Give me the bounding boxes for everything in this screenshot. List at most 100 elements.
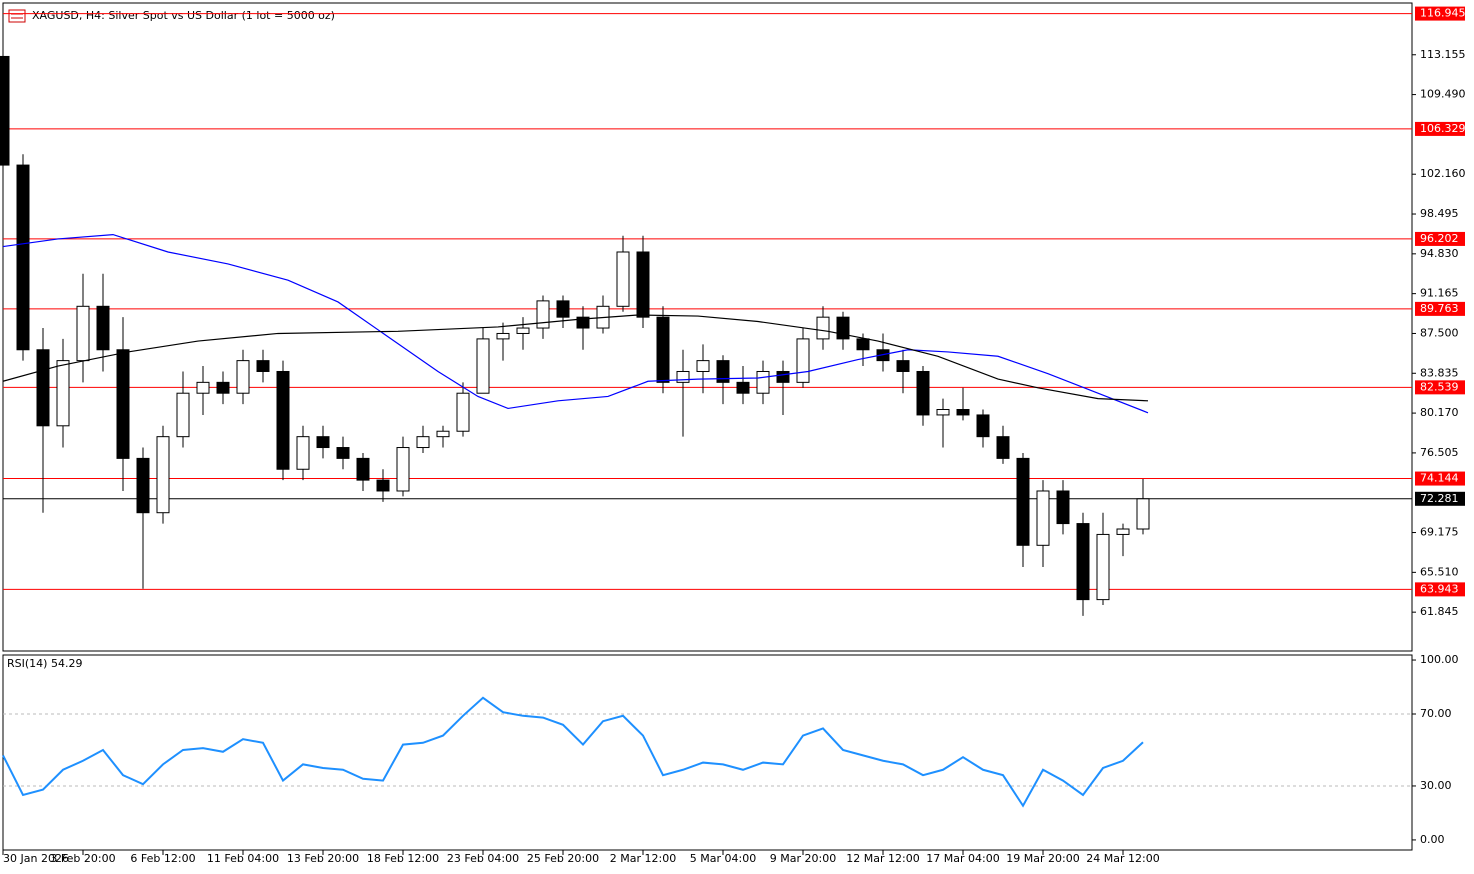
candle-body bbox=[736, 381, 750, 394]
x-tick-label: 3 Feb 20:00 bbox=[50, 852, 115, 865]
y-tick-label: 69.175 bbox=[1420, 526, 1459, 539]
symbol-icon bbox=[8, 9, 26, 23]
candle-body bbox=[916, 370, 930, 416]
last-price-label: 72.281 bbox=[1420, 492, 1459, 505]
candle-body bbox=[76, 305, 90, 362]
candle-body bbox=[776, 370, 790, 383]
candle-body bbox=[256, 360, 270, 372]
level-label: 116.945 bbox=[1420, 7, 1466, 20]
x-tick-label: 2 Mar 12:00 bbox=[610, 852, 676, 865]
y-tick-label: 113.155 bbox=[1420, 48, 1466, 61]
candle-body bbox=[956, 409, 970, 416]
level-label-bg bbox=[1415, 471, 1465, 486]
candle-body bbox=[56, 360, 70, 427]
y-tick-label: 98.495 bbox=[1420, 207, 1459, 220]
x-tick-label: 6 Feb 12:00 bbox=[130, 852, 195, 865]
level-label-bg bbox=[1415, 231, 1465, 246]
candle-body bbox=[716, 360, 730, 383]
candle-body bbox=[1016, 457, 1030, 546]
candle-body bbox=[796, 338, 810, 383]
candle-body bbox=[196, 381, 210, 394]
candle-body bbox=[556, 300, 570, 318]
level-label-bg bbox=[1415, 582, 1465, 597]
y-tick-label: 100.00 bbox=[1420, 653, 1459, 666]
x-tick-label: 12 Mar 12:00 bbox=[846, 852, 919, 865]
candle-body bbox=[376, 479, 390, 492]
x-tick-label: 24 Mar 12:00 bbox=[1086, 852, 1159, 865]
candle-body bbox=[476, 338, 490, 394]
level-label-bg bbox=[1415, 121, 1465, 136]
y-tick-label: 76.505 bbox=[1420, 446, 1459, 459]
level-label: 106.329 bbox=[1420, 122, 1466, 135]
level-label: 63.943 bbox=[1420, 582, 1459, 595]
y-tick-label: 91.165 bbox=[1420, 287, 1459, 300]
candle-body bbox=[0, 55, 10, 166]
chart-title: XAGUSD, H4: Silver Spot vs US Dollar (1 … bbox=[32, 9, 335, 22]
candle-body bbox=[356, 457, 370, 481]
moving-average bbox=[2, 233, 1149, 414]
moving-average bbox=[2, 314, 1149, 402]
candle-body bbox=[336, 447, 350, 459]
candle-body bbox=[1076, 523, 1090, 601]
candle-body bbox=[1136, 498, 1150, 530]
candle-body bbox=[976, 414, 990, 438]
y-tick-label: 0.00 bbox=[1420, 833, 1445, 846]
candle-body bbox=[756, 370, 770, 394]
candle-body bbox=[116, 349, 130, 459]
level-label: 74.144 bbox=[1420, 472, 1459, 485]
candle-body bbox=[696, 360, 710, 372]
x-tick-label: 9 Mar 20:00 bbox=[770, 852, 836, 865]
x-tick-label: 5 Mar 04:00 bbox=[690, 852, 756, 865]
candle-body bbox=[36, 349, 50, 427]
candle-body bbox=[1036, 490, 1050, 546]
candle-body bbox=[896, 360, 910, 372]
level-label-bg bbox=[1415, 301, 1465, 316]
candle-body bbox=[296, 436, 310, 470]
price-panel bbox=[2, 2, 1413, 652]
x-tick-label: 23 Feb 04:00 bbox=[447, 852, 519, 865]
x-tick-label: 13 Feb 20:00 bbox=[287, 852, 359, 865]
candle-body bbox=[1056, 490, 1070, 525]
candle-body bbox=[616, 251, 630, 307]
candle-body bbox=[236, 360, 250, 394]
candle-body bbox=[856, 338, 870, 351]
rsi-line bbox=[2, 696, 1144, 808]
candle-body bbox=[576, 316, 590, 329]
rsi-title: RSI(14) 54.29 bbox=[7, 657, 82, 670]
last-price-label-bg bbox=[1415, 491, 1465, 506]
candle-body bbox=[436, 430, 450, 438]
y-tick-label: 65.510 bbox=[1420, 565, 1459, 578]
candle-body bbox=[396, 447, 410, 492]
level-label: 82.539 bbox=[1420, 380, 1459, 393]
y-tick-label: 30.00 bbox=[1420, 779, 1452, 792]
level-label-bg bbox=[1415, 380, 1465, 395]
candle-body bbox=[636, 251, 650, 318]
rsi-panel bbox=[2, 654, 1413, 851]
x-tick-label: 19 Mar 20:00 bbox=[1006, 852, 1079, 865]
candle-body bbox=[936, 409, 950, 416]
candle-body bbox=[16, 164, 30, 351]
candle-body bbox=[276, 370, 290, 470]
candle-body bbox=[316, 436, 330, 449]
x-tick-label: 17 Mar 04:00 bbox=[926, 852, 999, 865]
candle-body bbox=[656, 316, 670, 383]
candle-body bbox=[1096, 533, 1110, 601]
y-tick-label: 87.500 bbox=[1420, 326, 1459, 339]
candle-body bbox=[536, 300, 550, 329]
x-tick-label: 30 Jan 2026 bbox=[3, 852, 69, 865]
candle-body bbox=[156, 436, 170, 514]
candle-body bbox=[176, 392, 190, 438]
y-tick-label: 94.830 bbox=[1420, 247, 1459, 260]
candle-body bbox=[676, 370, 690, 383]
candle-body bbox=[516, 327, 530, 334]
candle-body bbox=[416, 436, 430, 449]
level-label-bg bbox=[1415, 6, 1465, 21]
candle-body bbox=[996, 436, 1010, 459]
y-tick-label: 83.835 bbox=[1420, 366, 1459, 379]
level-label: 89.763 bbox=[1420, 302, 1459, 315]
level-label: 96.202 bbox=[1420, 232, 1459, 245]
candle-body bbox=[496, 332, 510, 340]
candle-body bbox=[816, 316, 830, 340]
